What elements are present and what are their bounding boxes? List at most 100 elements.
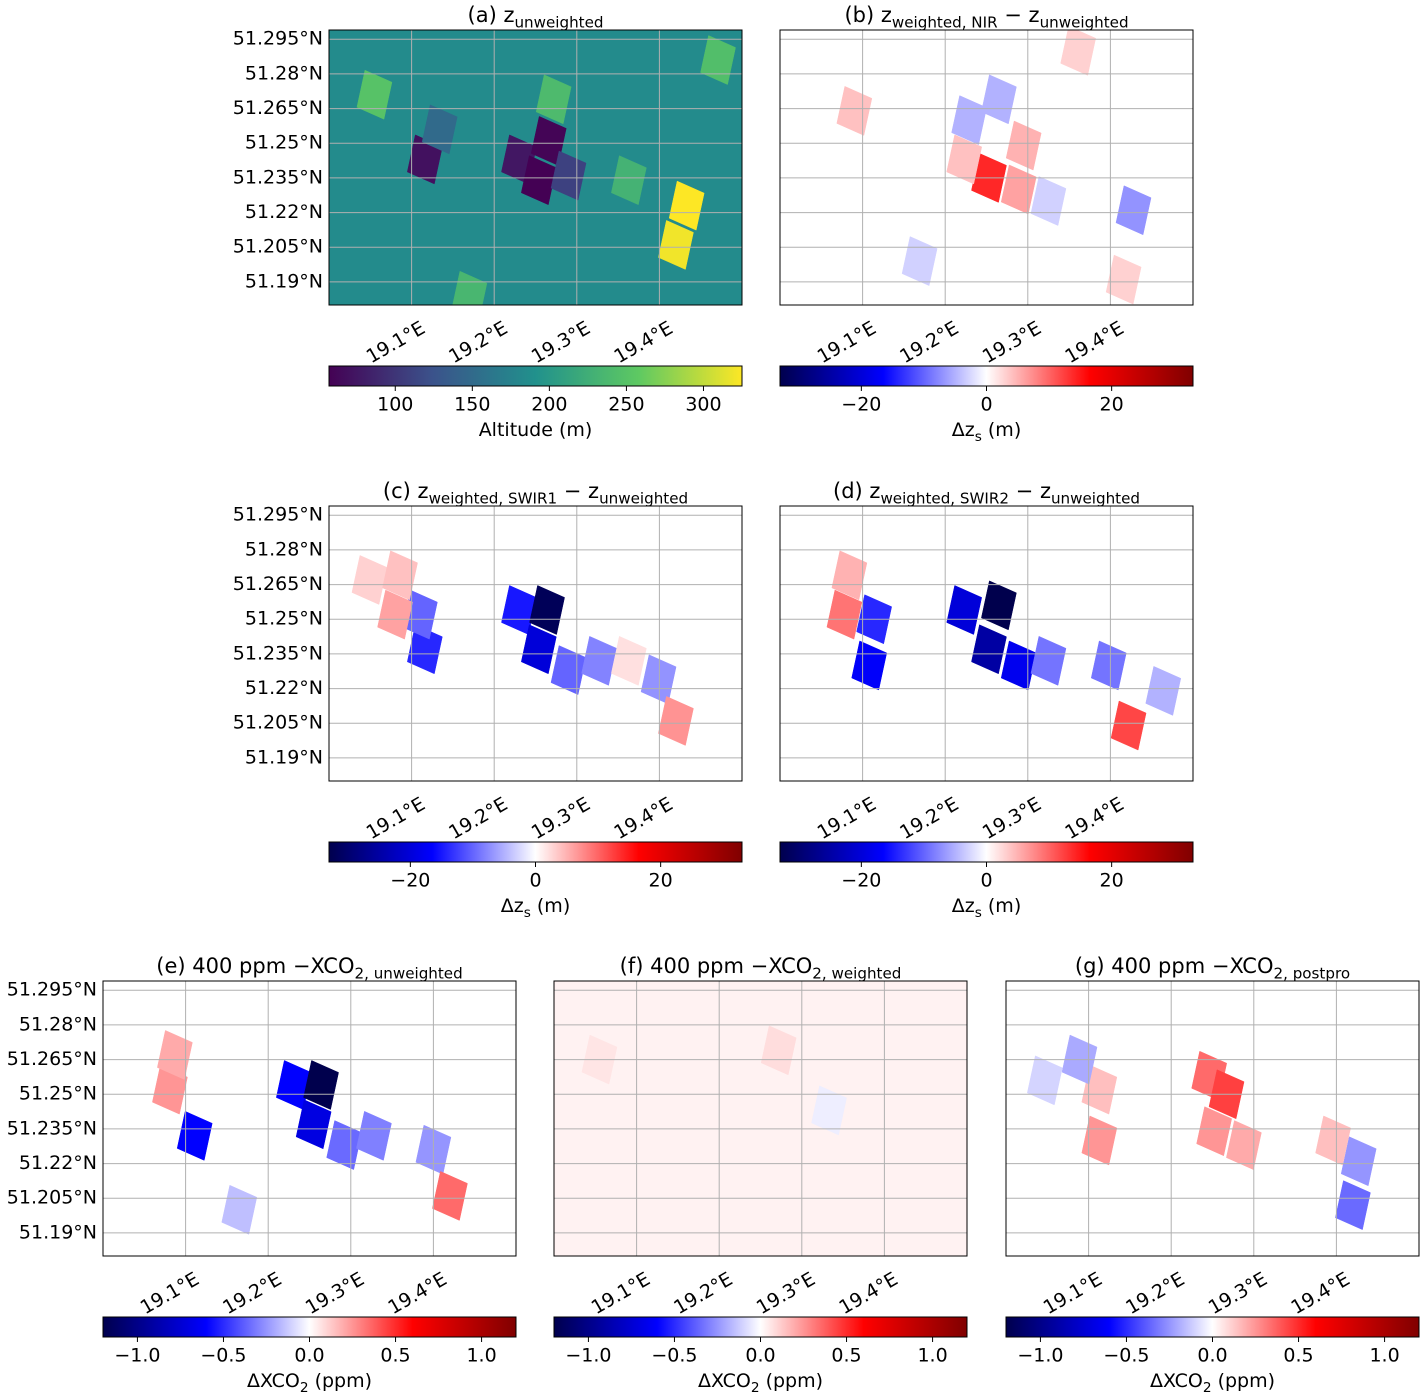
colorbar-label-text: Δz: [501, 895, 524, 917]
colorbar-tick-label: −1.0: [114, 1345, 160, 1367]
colorbar: [779, 365, 1194, 387]
colorbar: [779, 841, 1194, 863]
axes-frame: [779, 505, 1194, 782]
y-tick-label: 51.265°N: [7, 1048, 97, 1070]
panel-title-subscript: unweighted: [599, 489, 688, 507]
x-tick-label: 19.2°E: [219, 1268, 285, 1319]
map: [554, 981, 967, 1256]
colorbar-tick-label: 1.0: [917, 1345, 947, 1367]
colorbar-tick-label: 0.5: [380, 1345, 410, 1367]
x-tick-label: 19.1°E: [814, 793, 880, 844]
pixel-cell: [1027, 1055, 1063, 1106]
panel-title-subscript: weighted, SWIR1: [429, 489, 558, 507]
y-tick-label: 51.235°N: [7, 1117, 97, 1139]
pixel-cell: [452, 270, 488, 305]
panel-title-text: − z: [998, 3, 1040, 27]
pixel-cell: [1060, 30, 1096, 76]
colorbar-label-subscript: s: [975, 429, 982, 445]
colorbar-label: Altitude (m): [479, 419, 593, 441]
y-tick-label: 51.25°N: [245, 608, 323, 630]
panel-title-subscript: 2, weighted: [812, 964, 901, 982]
colorbar-tick-label: 20: [649, 870, 673, 892]
y-tick-label: 51.28°N: [245, 538, 323, 560]
panel: 19.1°E 19.2°E 19.3°E 19.4°E (b) zweighted, N…: [779, 3, 1194, 445]
colorbar-tick-label: −20: [390, 870, 430, 892]
panel-title-text: (e) 400 ppm −XCO: [156, 954, 354, 978]
panel-title: (f) 400 ppm −XCO2, weighted: [620, 954, 902, 982]
colorbar-tick-label: −0.5: [651, 1345, 697, 1367]
panel: 19.1°E 19.2°E 19.3°E 19.4°E 51.19°N 51.205°N 5…: [7, 954, 517, 1394]
map: [780, 506, 1193, 781]
panel-title: (e) 400 ppm −XCO2, unweighted: [156, 954, 462, 982]
pixel-cell: [1315, 1115, 1351, 1166]
colorbar-tick-label: 0.5: [831, 1345, 861, 1367]
panel-title-subscript: unweighted: [1051, 489, 1140, 507]
y-tick-label: 51.19°N: [245, 746, 323, 768]
pixel-cell: [295, 1099, 332, 1150]
panel-title-subscript: 2, unweighted: [354, 964, 462, 982]
pixel-cell: [581, 635, 617, 686]
pixel-cell: [831, 550, 868, 601]
colorbar-tick-label: −20: [841, 394, 881, 416]
pixel-cell: [981, 74, 1017, 125]
x-tick-label: 19.1°E: [363, 793, 429, 844]
x-tick-label: 19.2°E: [896, 793, 962, 844]
pixel-cell: [1105, 254, 1142, 305]
pixel-cell: [1030, 176, 1067, 226]
colorbar-tick-label: −20: [841, 870, 881, 892]
x-tick-label: 19.3°E: [979, 793, 1045, 844]
pixel-cell: [760, 1025, 797, 1076]
colorbar-tick-label: 1.0: [466, 1345, 496, 1367]
pixel-cell: [407, 624, 443, 675]
y-tick-label: 51.25°N: [245, 132, 323, 154]
x-tick-label: 19.1°E: [137, 1268, 203, 1319]
colorbar-tick-label: 0.0: [745, 1345, 775, 1367]
panel-title-text: − z: [557, 479, 599, 503]
colorbar-label: ΔXCO2 (ppm): [1150, 1370, 1275, 1394]
pixel-cell: [658, 696, 694, 746]
pixel-cell: [157, 1030, 193, 1080]
y-tick-label: 51.19°N: [245, 270, 323, 292]
colorbar: [328, 365, 743, 387]
pixel-cell: [1145, 666, 1182, 716]
colorbar-tick-label: −0.5: [1103, 1345, 1149, 1367]
map: [329, 30, 742, 305]
pixel-cell: [1335, 1180, 1371, 1231]
x-tick-label: 19.4°E: [1287, 1268, 1353, 1319]
y-tick-label: 51.235°N: [233, 642, 323, 664]
x-tick-label: 19.2°E: [1122, 1268, 1188, 1319]
colorbar-label-subscript: s: [975, 905, 982, 921]
panel-title-text: − z: [1009, 479, 1051, 503]
colorbar-label-text: (ppm): [760, 1370, 824, 1392]
colorbar-tick-label: 250: [608, 394, 644, 416]
colorbar-label-text: Δz: [952, 419, 975, 441]
pixel-cell: [356, 69, 393, 120]
y-tick-label: 51.265°N: [233, 97, 323, 119]
panel: 19.1°E 19.2°E 19.3°E 19.4°E (g) 400 ppm −XCO…: [1005, 954, 1420, 1394]
pixel-cell: [1081, 1115, 1118, 1166]
pixel-cell: [1030, 635, 1067, 686]
colorbar-label-text: (m): [982, 419, 1021, 441]
x-tick-label: 19.3°E: [528, 793, 594, 844]
x-tick-label: 19.2°E: [670, 1268, 736, 1319]
y-tick-label: 51.295°N: [233, 504, 323, 526]
panel: 19.1°E 19.2°E 19.3°E 19.4°E (f) 400 ppm −XCO…: [553, 954, 968, 1394]
y-tick-label: 51.295°N: [7, 979, 97, 1001]
panel-title-text: (a) z: [468, 3, 515, 27]
x-tick-label: 19.3°E: [1205, 1268, 1271, 1319]
colorbar-tick-label: 150: [454, 394, 490, 416]
panel-title: (g) 400 ppm −XCO2, postpro: [1075, 954, 1350, 982]
axes-frame: [779, 29, 1194, 306]
pixel-cell: [521, 624, 557, 675]
colorbar-tick-label: 0: [980, 870, 992, 892]
x-tick-label: 19.2°E: [445, 793, 511, 844]
colorbar-label-subscript: s: [524, 905, 531, 921]
map: [329, 506, 742, 781]
colorbar-tick-label: −0.5: [200, 1345, 246, 1367]
x-tick-label: 19.1°E: [1040, 1268, 1106, 1319]
colorbar: [1005, 1316, 1420, 1338]
colorbar-tick-label: 300: [685, 394, 721, 416]
colorbar-label-text: ΔXCO: [698, 1370, 751, 1392]
x-tick-label: 19.4°E: [610, 317, 676, 368]
